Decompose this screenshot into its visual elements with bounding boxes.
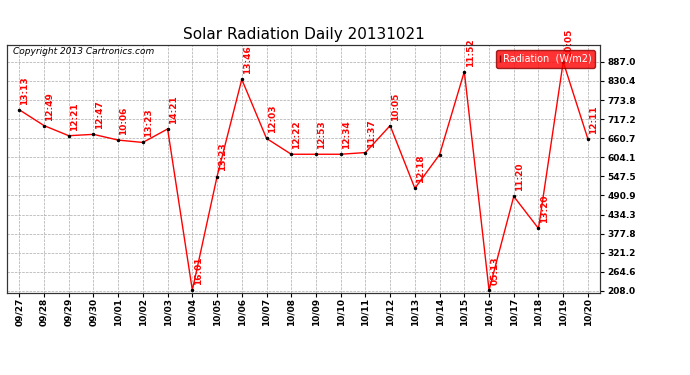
Text: 12:03: 12:03 [268, 105, 277, 134]
Text: 13:23: 13:23 [144, 109, 153, 137]
Text: 13:46: 13:46 [243, 46, 252, 74]
Text: 11:52: 11:52 [466, 38, 475, 67]
Text: 12:11: 12:11 [589, 105, 598, 134]
Text: 10:05: 10:05 [391, 92, 400, 120]
Text: 13:23: 13:23 [218, 143, 227, 171]
Text: Copyright 2013 Cartronics.com: Copyright 2013 Cartronics.com [13, 48, 154, 57]
Legend: Radiation  (W/m2): Radiation (W/m2) [496, 50, 595, 68]
Text: 12:49: 12:49 [46, 92, 55, 120]
Text: 12:18: 12:18 [416, 154, 425, 183]
Text: 12:21: 12:21 [70, 102, 79, 130]
Title: Solar Radiation Daily 20131021: Solar Radiation Daily 20131021 [183, 27, 424, 42]
Text: 10:06: 10:06 [119, 106, 128, 135]
Text: 10:05: 10:05 [564, 28, 573, 57]
Text: 16:01: 16:01 [194, 256, 203, 285]
Text: 12:22: 12:22 [293, 121, 302, 149]
Text: 11:20: 11:20 [515, 163, 524, 191]
Text: 12:53: 12:53 [317, 121, 326, 149]
Text: 14:21: 14:21 [169, 95, 178, 124]
Text: 12:47: 12:47 [95, 100, 103, 129]
Text: 13:20: 13:20 [540, 195, 549, 223]
Text: 12:34: 12:34 [342, 120, 351, 149]
Text: 05:13: 05:13 [491, 256, 500, 285]
Text: 11:37: 11:37 [366, 119, 375, 147]
Text: 13:13: 13:13 [21, 76, 30, 105]
